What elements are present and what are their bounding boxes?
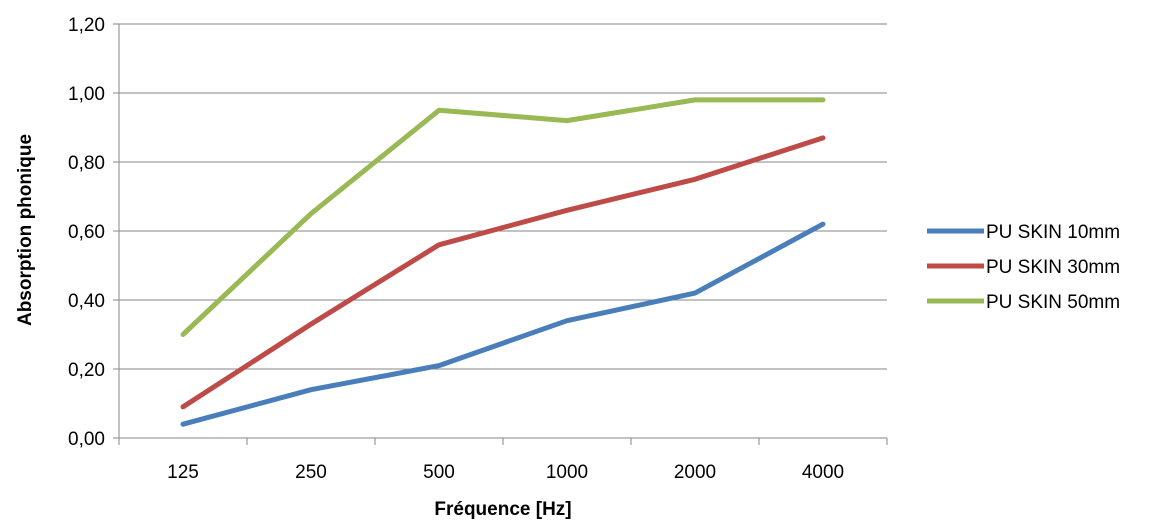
x-tick-label: 500 xyxy=(423,462,455,483)
x-tick-label: 1000 xyxy=(546,462,588,483)
series-line xyxy=(180,97,826,337)
y-tick-label: 0,80 xyxy=(68,153,105,174)
x-tick-label: 2000 xyxy=(674,462,716,483)
axes xyxy=(113,23,888,445)
series-line xyxy=(180,221,826,427)
y-axis-title: Absorption phonique xyxy=(15,134,36,326)
x-tick-label: 250 xyxy=(295,462,327,483)
y-tick-label: 0,40 xyxy=(68,291,105,312)
y-tick-labels: 0,00 0,20 0,40 0,60 0,80 1,00 1,20 xyxy=(68,15,105,450)
x-tick-labels: 125 250 500 1000 2000 4000 xyxy=(167,462,844,483)
series-lines xyxy=(180,97,826,427)
legend-label: PU SKIN 10mm xyxy=(986,222,1120,243)
legend-label: PU SKIN 30mm xyxy=(986,257,1120,278)
y-tick-label: 0,60 xyxy=(68,222,105,243)
legend: PU SKIN 10mm PU SKIN 30mm PU SKIN 50mm xyxy=(927,222,1120,313)
x-tick-label: 4000 xyxy=(802,462,844,483)
series-line xyxy=(180,135,826,410)
y-tick-label: 0,20 xyxy=(68,360,105,381)
y-tick-label: 1,00 xyxy=(68,84,105,105)
gridlines xyxy=(119,23,887,370)
y-tick-label: 1,20 xyxy=(68,15,105,36)
x-tick-label: 125 xyxy=(167,462,199,483)
legend-label: PU SKIN 50mm xyxy=(986,292,1120,313)
y-tick-label: 0,00 xyxy=(68,429,105,450)
x-axis-title: Fréquence [Hz] xyxy=(434,499,571,520)
